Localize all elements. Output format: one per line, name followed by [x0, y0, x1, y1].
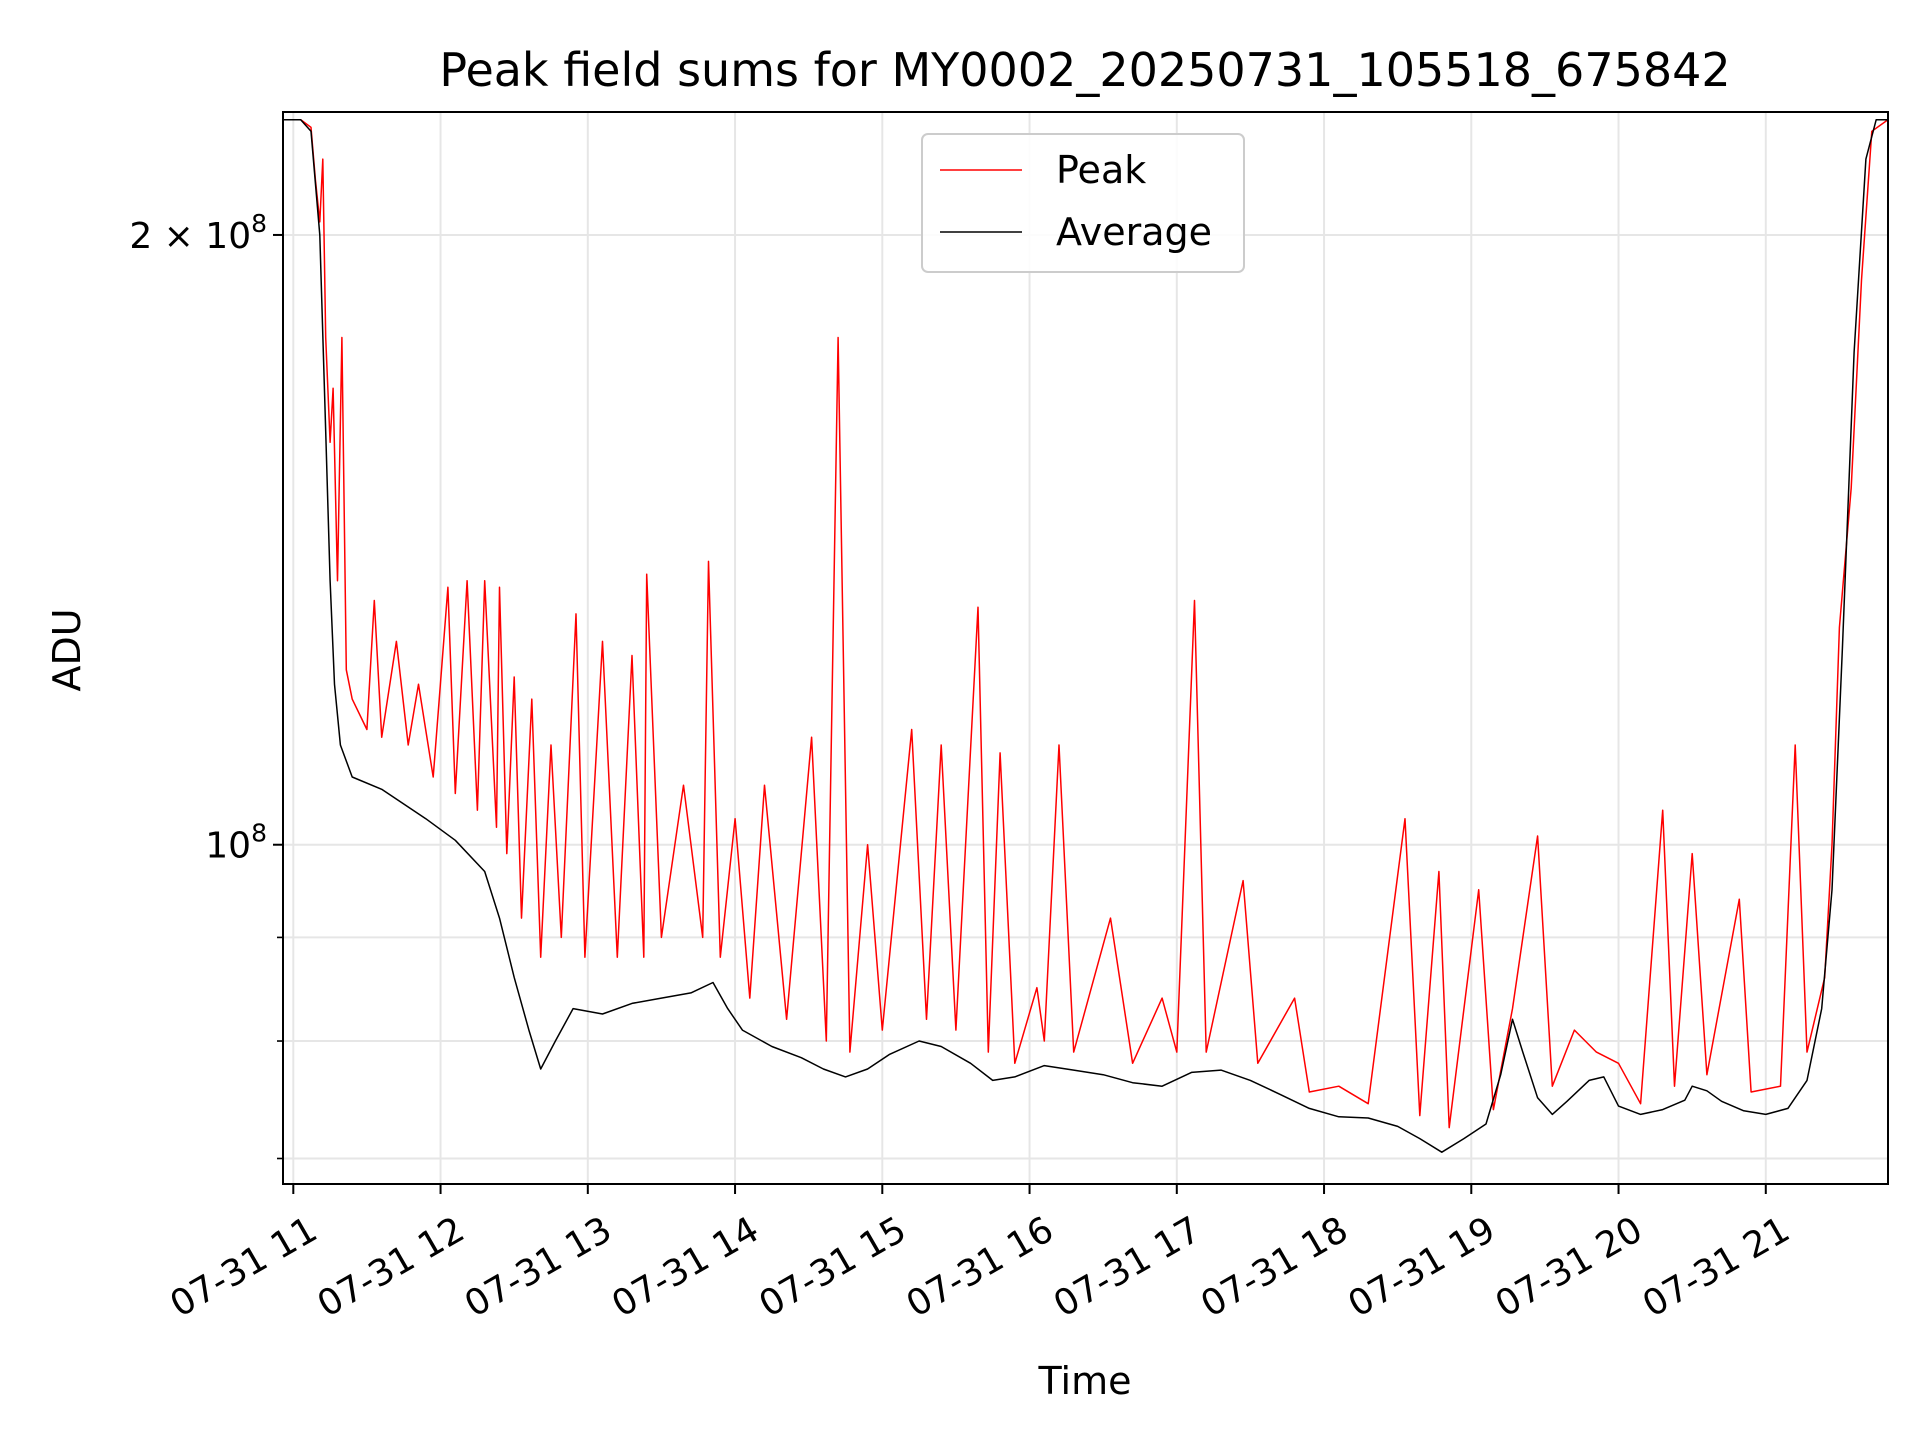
y-tick-label: 2 × 108 — [129, 209, 267, 257]
y-tick-label: 108 — [205, 819, 267, 867]
series-line-average — [283, 118, 1888, 1153]
y-axis: 108 2 × 108 — [129, 209, 283, 1160]
legend-label-peak: Peak — [1056, 148, 1146, 192]
legend-label-average: Average — [1056, 210, 1212, 254]
plot-frame — [282, 111, 1889, 1185]
grid-lines — [283, 112, 1888, 1184]
legend-box — [921, 133, 1245, 273]
series-layer — [283, 118, 1888, 1153]
chart-title: Peak field sums for MY0002_20250731_1055… — [439, 43, 1730, 97]
series-line-peak — [283, 118, 1888, 1129]
x-axis-label: Time — [1038, 1359, 1132, 1403]
y-axis-label: ADU — [45, 608, 89, 691]
legend: Peak Average — [921, 133, 1245, 273]
